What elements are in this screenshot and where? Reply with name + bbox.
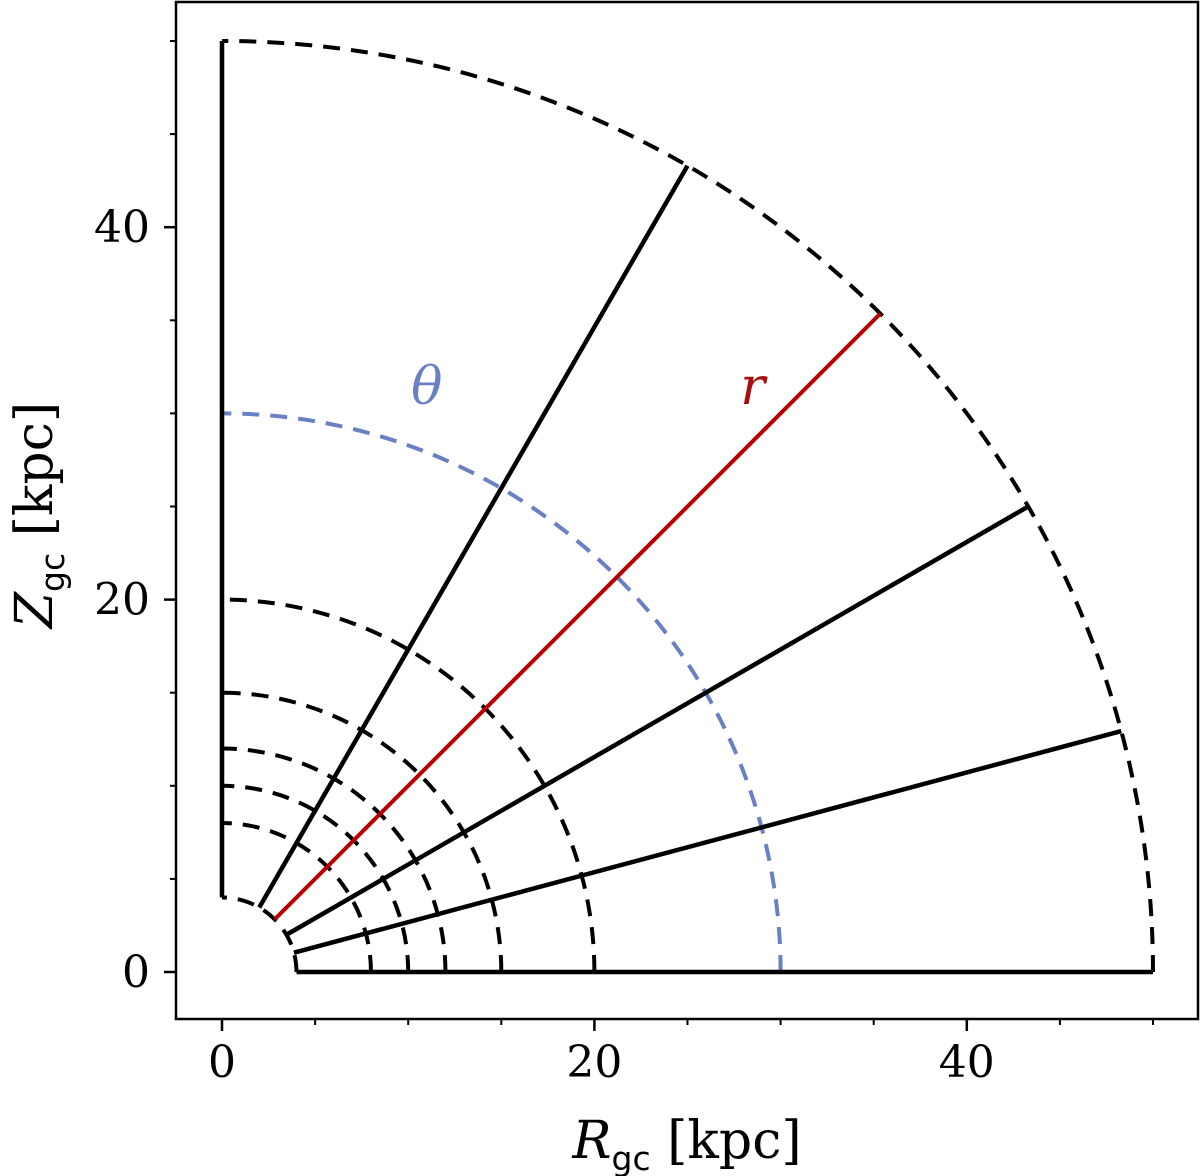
inner-boundary-arc xyxy=(221,895,299,973)
ticks-layer: 0 20 40 0 20 40 xyxy=(94,40,1154,1088)
geometry-layer xyxy=(219,39,1155,975)
radial-line xyxy=(293,728,1122,955)
y-tick-label: 20 xyxy=(94,575,150,626)
radial-line xyxy=(257,164,690,909)
annotation-label: r xyxy=(740,357,768,417)
y-tick-label: 40 xyxy=(94,202,150,253)
x-axis-title: Rgc [kpc] xyxy=(571,1111,801,1176)
theta-arc xyxy=(221,411,783,973)
x-tick-label: 40 xyxy=(939,1037,995,1088)
shell-arc xyxy=(221,690,504,973)
x-tick-label: 0 xyxy=(208,1037,236,1088)
radial-line xyxy=(285,504,1030,937)
annotation-label: θ xyxy=(411,357,442,417)
y-tick-label: 0 xyxy=(122,947,150,998)
r-radial-line xyxy=(273,312,882,921)
x-tick-label: 20 xyxy=(566,1037,622,1088)
y-axis-title: Zgc [kpc] xyxy=(5,402,72,630)
